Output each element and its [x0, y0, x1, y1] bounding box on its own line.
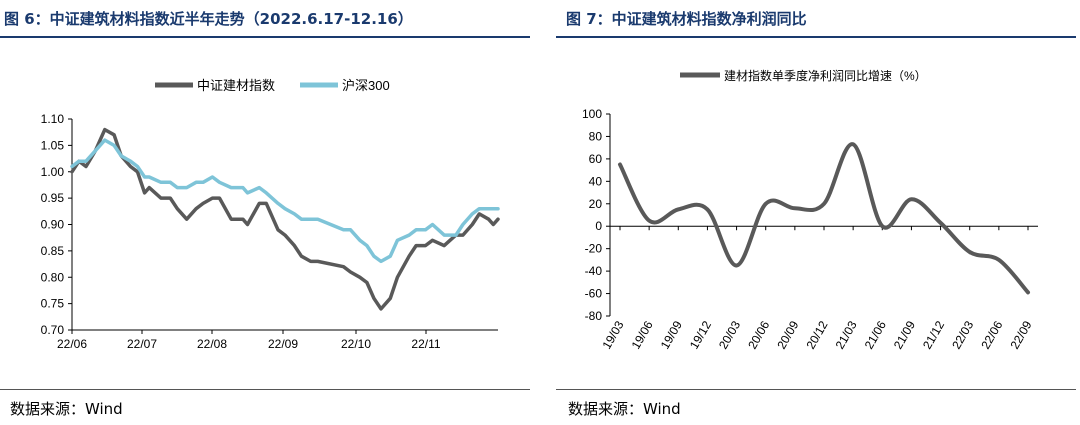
x-tick-label: 19/12: [687, 318, 714, 351]
legend-label: 建材指数单季度净利润同比增速（%）: [724, 68, 927, 83]
y-tick-label: 0.80: [41, 270, 65, 284]
right-source-rule: [556, 389, 1076, 390]
right-figure-panel: 图 7：中证建筑材料指数净利润同比 100 80 60 40 20 0 -20 -40 -60 -…: [540, 0, 1080, 425]
x-tick-label: 21/09: [891, 318, 918, 351]
x-tick-label: 20/06: [745, 318, 772, 351]
y-tick-label: 0.70: [41, 323, 65, 337]
x-tick-label: 19/03: [599, 318, 626, 351]
left-figure-panel: 图 6：中证建筑材料指数近半年走势（2022.6.17-12.16） 1.10 1…: [0, 10, 530, 418]
series-line-2: [70, 138, 500, 264]
x-tick-label: 20/12: [803, 318, 830, 351]
y-tick-label: 1.00: [41, 165, 65, 179]
x-tick-label: 19/06: [629, 318, 656, 351]
x-tick-label: 22/11: [411, 337, 440, 351]
y-tick-label: -80: [585, 309, 603, 323]
right-title-rule: [556, 36, 1076, 38]
x-tick-label: 19/09: [658, 318, 685, 351]
x-tick-label: 22/10: [341, 337, 371, 351]
x-tick-label: 20/09: [774, 318, 801, 351]
y-tick-label: 0.90: [41, 218, 65, 232]
right-source-note: 数据来源：Wind: [568, 400, 681, 418]
legend-label: 沪深300: [342, 78, 390, 93]
y-tick-label: 0.95: [41, 191, 65, 205]
y-tick-label: 80: [589, 129, 603, 143]
x-tick-label: 21/12: [920, 318, 947, 351]
left-figure-title: 图 6：中证建筑材料指数近半年走势（2022.6.17-12.16）: [4, 10, 413, 28]
left-source-rule: [0, 389, 530, 390]
x-tick-label: 22/09: [268, 337, 298, 351]
y-tick-label: 1.10: [41, 112, 65, 126]
legend-label: 中证建材指数: [197, 78, 275, 93]
left-title-rule: [0, 36, 530, 38]
y-tick-label: -40: [585, 264, 603, 278]
y-tick-label: 60: [589, 152, 603, 166]
y-tick-label: 0.85: [41, 244, 65, 258]
y-tick-label: 1.05: [41, 138, 65, 152]
series-line-1: [70, 127, 500, 311]
x-tick-label: 22/09: [1007, 318, 1034, 351]
x-tick-label: 22/06: [978, 318, 1005, 351]
y-tick-label: 0.75: [41, 297, 65, 311]
x-tick-label: 22/03: [949, 318, 976, 351]
x-tick-label: 21/03: [833, 318, 860, 351]
y-tick-label: 20: [589, 197, 603, 211]
y-tick-label: -20: [585, 242, 603, 256]
x-tick-label: 21/06: [862, 318, 889, 351]
x-tick-label: 22/06: [57, 337, 87, 351]
right-figure-title: 图 7：中证建筑材料指数净利润同比: [566, 10, 807, 28]
y-tick-label: 0: [595, 219, 602, 233]
y-tick-label: -60: [585, 287, 603, 301]
x-tick-label: 20/03: [716, 318, 743, 351]
x-tick-label: 22/07: [127, 337, 157, 351]
series-line-1: [618, 142, 1030, 295]
y-tick-label: 100: [582, 107, 602, 121]
left-source-note: 数据来源：Wind: [10, 400, 123, 418]
y-tick-label: 40: [589, 174, 603, 188]
x-tick-label: 22/08: [197, 337, 227, 351]
left-chart: 1.101.051.000.950.900.850.800.750.7022/0…: [41, 78, 500, 351]
